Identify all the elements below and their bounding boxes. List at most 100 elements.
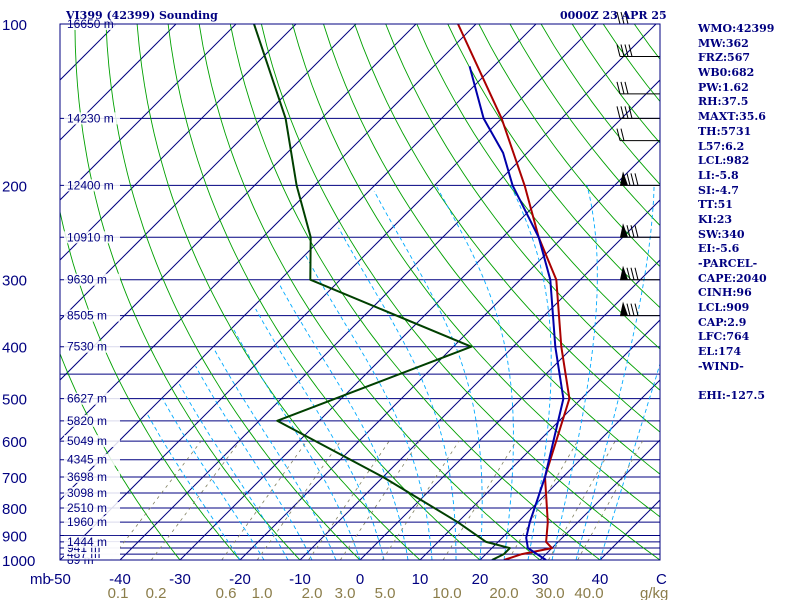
temperature-tick-label: -10 [289, 571, 311, 588]
pressure-tick-label: 1000 [2, 553, 35, 570]
wind-barb-feather [634, 267, 639, 280]
height-label: 10910 m [67, 230, 114, 244]
moist-adiabat-line [255, 308, 385, 560]
isotherm-line [60, 24, 357, 321]
wind-pennant [620, 301, 628, 316]
temperature-tick-label: 0 [356, 571, 364, 588]
height-label-bg [64, 487, 120, 500]
wind-barb-feather [630, 303, 635, 316]
height-label: 1960 m [67, 515, 107, 529]
index-line: -WIND- [698, 359, 744, 373]
dry-adiabat-line [198, 24, 541, 560]
temperature-tick-label: -50 [49, 571, 71, 588]
dry-adiabat-line [292, 24, 660, 518]
moist-adiabat-line [162, 398, 265, 560]
isotherm-line [479, 379, 660, 560]
pressure-tick-label: 100 [2, 17, 27, 34]
height-label-bg [64, 470, 120, 483]
isotherm-line [239, 139, 660, 560]
height-label: 12400 m [67, 178, 114, 192]
height-label-bg [64, 179, 120, 192]
index-line: CINH:96 [698, 286, 752, 300]
wind-barb-feather [626, 173, 631, 186]
height-label-bg [64, 435, 120, 448]
parcel-profile [468, 66, 565, 560]
mixing-ratio-tick-label: 0.6 [216, 585, 237, 600]
wind-barb-feather [628, 44, 633, 57]
isotherm-line [60, 24, 417, 381]
pressure-tick-label: 700 [2, 470, 27, 487]
height-label-bg [64, 392, 120, 405]
index-line: RH:37.5 [698, 95, 749, 109]
height-label: 7530 m [67, 340, 107, 354]
mixing-ratio-tick-label: 2.0 [302, 585, 323, 600]
wind-barb-feather [624, 11, 629, 25]
wind-barb-feather [620, 44, 625, 57]
moist-adiabat-line [195, 365, 313, 560]
dry-adiabat-line [260, 24, 660, 560]
indices-panel: WMO:42399 MW:362 FRZ:567 WB0:682 PW:1.62 RH:3… [698, 22, 798, 404]
dry-adiabat-line [416, 24, 660, 350]
isotherm-line [179, 79, 660, 560]
temperature-unit-label: C [656, 571, 667, 588]
wind-barb-feather [616, 11, 621, 25]
mixing-ratio-tick-label: 3.0 [335, 585, 356, 600]
dry-adiabat-line [385, 24, 660, 391]
mixing-ratio-tick-label: 1.0 [252, 585, 273, 600]
index-line: MAXT:35.6 [698, 110, 766, 124]
wind-barb-feather [616, 106, 621, 119]
isotherm-line [419, 319, 660, 560]
mixing-ratio-line [548, 440, 616, 560]
mixing-ratio-tick-label: 10.0 [432, 585, 461, 600]
wind-barb-feather [628, 106, 633, 119]
mixing-ratio-unit-label: g/kg [640, 585, 668, 600]
mixing-ratio-tick-label: 0.2 [146, 585, 167, 600]
index-line: LCL:982 [698, 154, 750, 168]
height-label: 4345 m [67, 453, 107, 467]
isotherm-line [299, 199, 660, 560]
plot-frame [59, 23, 661, 561]
pressure-unit-label: mb [30, 571, 51, 588]
mixing-ratio-line [442, 440, 517, 560]
height-label: 3698 m [67, 470, 107, 484]
mixing-ratio-tick-label: 20.0 [489, 585, 518, 600]
index-line: TH:5731 [698, 124, 752, 138]
height-label: 5820 m [67, 414, 107, 428]
index-line: KI:23 [698, 212, 733, 226]
index-line: LCL:909 [698, 301, 750, 315]
isotherm-line [119, 24, 657, 560]
wind-barb-feather [634, 225, 639, 238]
mixing-ratio-line [507, 440, 578, 560]
wind-barb-feather [616, 81, 621, 94]
wind-pennant [620, 265, 628, 280]
index-line: WMO:42399 [698, 22, 775, 35]
index-line: EI:-5.6 [698, 242, 740, 256]
pressure-tick-label: 600 [2, 434, 27, 451]
dry-adiabat-line [323, 24, 660, 475]
pressure-tick-label: 200 [2, 178, 27, 195]
mixing-ratio-tick-label: 5.0 [375, 585, 396, 600]
mixing-ratio-line [308, 440, 390, 560]
temperature-tick-label: 20 [472, 571, 489, 588]
isotherm-line [539, 439, 660, 560]
index-line: CAP:2.9 [698, 315, 747, 329]
index-line: EL:174 [698, 345, 742, 359]
height-label: 9630 m [67, 273, 107, 287]
sounding-station-title: VI399 (42399) Sounding [66, 9, 218, 22]
temperature-tick-label: -40 [109, 571, 131, 588]
height-label: 14230 m [67, 111, 114, 125]
height-label-bg [64, 502, 120, 515]
isotherm-line [60, 24, 237, 201]
isotherm-line [60, 24, 537, 501]
height-label: 6627 m [67, 392, 107, 406]
wind-barb-feather [620, 128, 625, 141]
dry-adiabat-line [229, 24, 601, 560]
height-label: 8505 m [67, 309, 107, 323]
index-line: -PARCEL- [698, 257, 758, 270]
mixing-ratio-tick-label: 0.1 [108, 585, 129, 600]
temperature-tick-label: -20 [229, 571, 251, 588]
index-line: LI:-5.8 [698, 168, 739, 182]
index-line: PW:1.62 [698, 80, 749, 94]
wind-barb-feather [626, 303, 631, 316]
